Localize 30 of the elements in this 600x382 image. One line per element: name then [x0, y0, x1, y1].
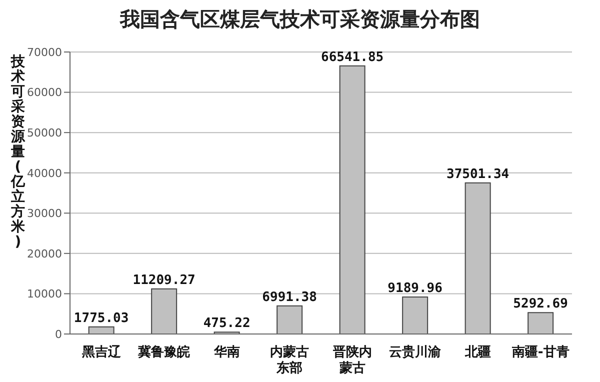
- text: 技术可采资源量(亿立方米): [11, 54, 25, 250]
- y-tick-label: 20000: [27, 247, 62, 260]
- y-tick-label: 40000: [27, 166, 62, 180]
- bar: [402, 296, 428, 334]
- bar: [528, 312, 554, 334]
- x-tick-label: 云贵川渝: [389, 344, 442, 360]
- bar: [276, 305, 303, 334]
- data-label: 475.22: [203, 316, 250, 332]
- data-label: 1775.03: [74, 310, 129, 326]
- bar: [88, 326, 114, 334]
- data-label: 9189.96: [388, 280, 443, 296]
- x-tick-label: 南疆-甘青: [510, 345, 570, 360]
- x-tick-label: 北疆: [464, 345, 491, 360]
- x-tick-label: 晋陕内蒙古: [332, 345, 372, 376]
- data-label: 11209.27: [132, 272, 196, 288]
- x-tick-label: 内蒙古东部: [270, 344, 310, 376]
- x-tick-label: 黑吉辽: [80, 345, 122, 360]
- y-tick-label: 0: [55, 328, 62, 341]
- y-tick-label: 50000: [27, 126, 62, 140]
- data-label: 5292.69: [513, 296, 568, 312]
- data-label: 37501.34: [446, 166, 510, 182]
- y-tick-label: 70000: [27, 46, 62, 59]
- x-tick-label: 冀鲁豫皖: [137, 344, 190, 360]
- chart-title: 我国含气区煤层气技术可采资源量分布图: [119, 7, 480, 31]
- data-label: 6991.38: [262, 290, 318, 305]
- y-tick-label: 30000: [27, 207, 62, 220]
- x-tick-label: 华南: [212, 345, 240, 360]
- y-tick-label: 10000: [27, 288, 62, 301]
- data-label: 66541.85: [321, 50, 384, 65]
- y-tick-label: 60000: [27, 86, 62, 100]
